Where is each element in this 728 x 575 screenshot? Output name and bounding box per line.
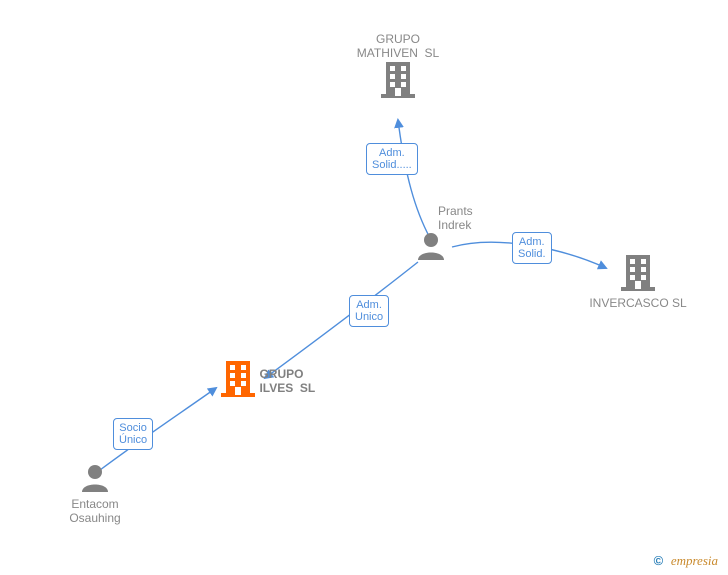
edge-entacom-ilves	[100, 388, 216, 470]
node-label-ilves: GRUPO ILVES SL	[259, 367, 315, 395]
node-label-mathiven: GRUPO MATHIVEN SL	[348, 32, 448, 60]
edge-label-entacom-ilves: Socio Único	[113, 418, 153, 450]
footer-credit: © empresia	[654, 553, 718, 569]
person-icon	[416, 232, 446, 265]
building-icon	[621, 253, 655, 296]
brand-name: empresia	[671, 553, 718, 568]
node-prants[interactable]: Prants Indrek	[416, 204, 486, 265]
building-icon	[381, 60, 415, 103]
person-icon	[80, 464, 110, 497]
node-invercasco[interactable]: INVERCASCO SL	[583, 253, 693, 310]
building-icon	[221, 359, 255, 402]
copyright-symbol: ©	[654, 553, 664, 568]
diagram-stage: Adm. Solid..... Adm. Solid. Adm. Unico S…	[0, 0, 728, 575]
node-label-prants: Prants Indrek	[438, 204, 486, 232]
node-label-entacom: Entacom Osauhing	[55, 497, 135, 525]
node-ilves[interactable]: GRUPO ILVES SL	[221, 359, 351, 402]
node-label-invercasco: INVERCASCO SL	[583, 296, 693, 310]
node-mathiven[interactable]: GRUPO MATHIVEN SL	[348, 32, 448, 103]
edge-label-prants-invercasco: Adm. Solid.	[512, 232, 552, 264]
node-entacom[interactable]: Entacom Osauhing	[55, 464, 135, 525]
edge-label-prants-mathiven: Adm. Solid.....	[366, 143, 418, 175]
edge-label-prants-ilves: Adm. Unico	[349, 295, 389, 327]
